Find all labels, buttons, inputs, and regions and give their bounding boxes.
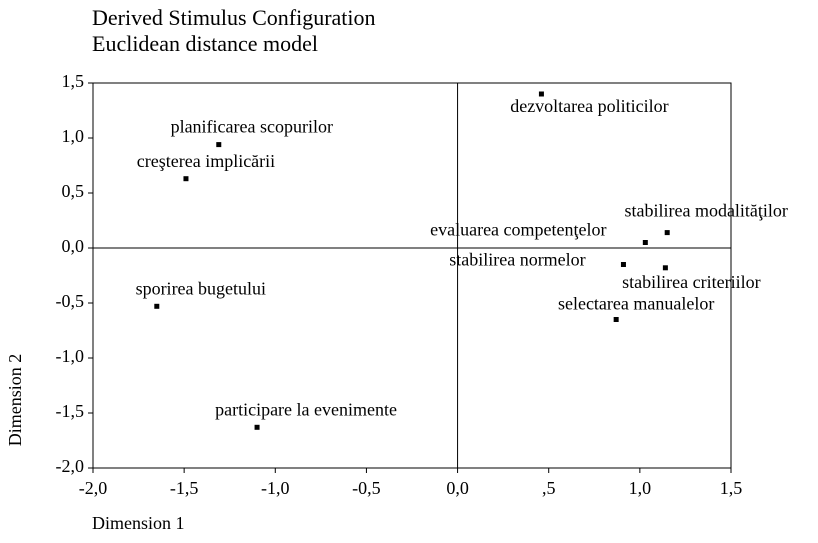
point-label: participare la evenimente xyxy=(215,399,397,419)
point xyxy=(613,317,619,322)
y-tick-label: -1,0 xyxy=(56,346,85,366)
point xyxy=(154,303,160,309)
x-axis-label: Dimension 1 xyxy=(92,513,185,533)
point xyxy=(620,262,626,267)
y-tick-label: 1,0 xyxy=(62,126,85,146)
x-tick-label: 1,0 xyxy=(629,478,652,498)
x-tick-label: -2,0 xyxy=(79,478,108,498)
point-label: sporirea bugetului xyxy=(136,278,266,298)
x-tick-label: -1,5 xyxy=(170,478,199,498)
y-axis-label: Dimension 2 xyxy=(5,354,25,447)
point xyxy=(662,265,668,271)
plot-frame xyxy=(92,82,732,469)
x-tick-label: -0,5 xyxy=(352,478,381,498)
point-label: stabilirea normelor xyxy=(449,250,585,270)
y-tick-label: -0,5 xyxy=(56,291,85,311)
y-tick-label: 0,0 xyxy=(62,236,85,256)
y-tick-label: 0,5 xyxy=(62,181,85,201)
point-label: selectarea manualelor xyxy=(558,294,714,314)
point-label: planificarea scopurilor xyxy=(171,117,333,137)
point-label: stabilirea modalităţilor xyxy=(624,201,787,221)
point xyxy=(183,176,189,182)
y-tick-label: 1,5 xyxy=(62,71,85,91)
x-tick-label: -1,0 xyxy=(261,478,290,498)
point xyxy=(642,240,648,245)
y-tick-label: -1,5 xyxy=(56,401,85,421)
x-tick-label: ,5 xyxy=(542,478,556,498)
point xyxy=(664,230,670,236)
y-tick-label: -2,0 xyxy=(56,456,85,476)
point-label: creşterea implicării xyxy=(137,151,275,171)
point-label: dezvoltarea politicilor xyxy=(510,96,668,116)
point xyxy=(254,424,260,430)
chart-title: Derived Stimulus Configuration xyxy=(92,5,376,30)
x-tick-label: 0,0 xyxy=(446,478,469,498)
point-label: stabilirea criteriilor xyxy=(622,272,760,292)
point xyxy=(538,91,544,97)
x-tick-label: 1,5 xyxy=(720,478,743,498)
point xyxy=(216,142,222,148)
chart-subtitle: Euclidean distance model xyxy=(92,31,318,56)
point-label: evaluarea competenţelor xyxy=(430,220,606,240)
